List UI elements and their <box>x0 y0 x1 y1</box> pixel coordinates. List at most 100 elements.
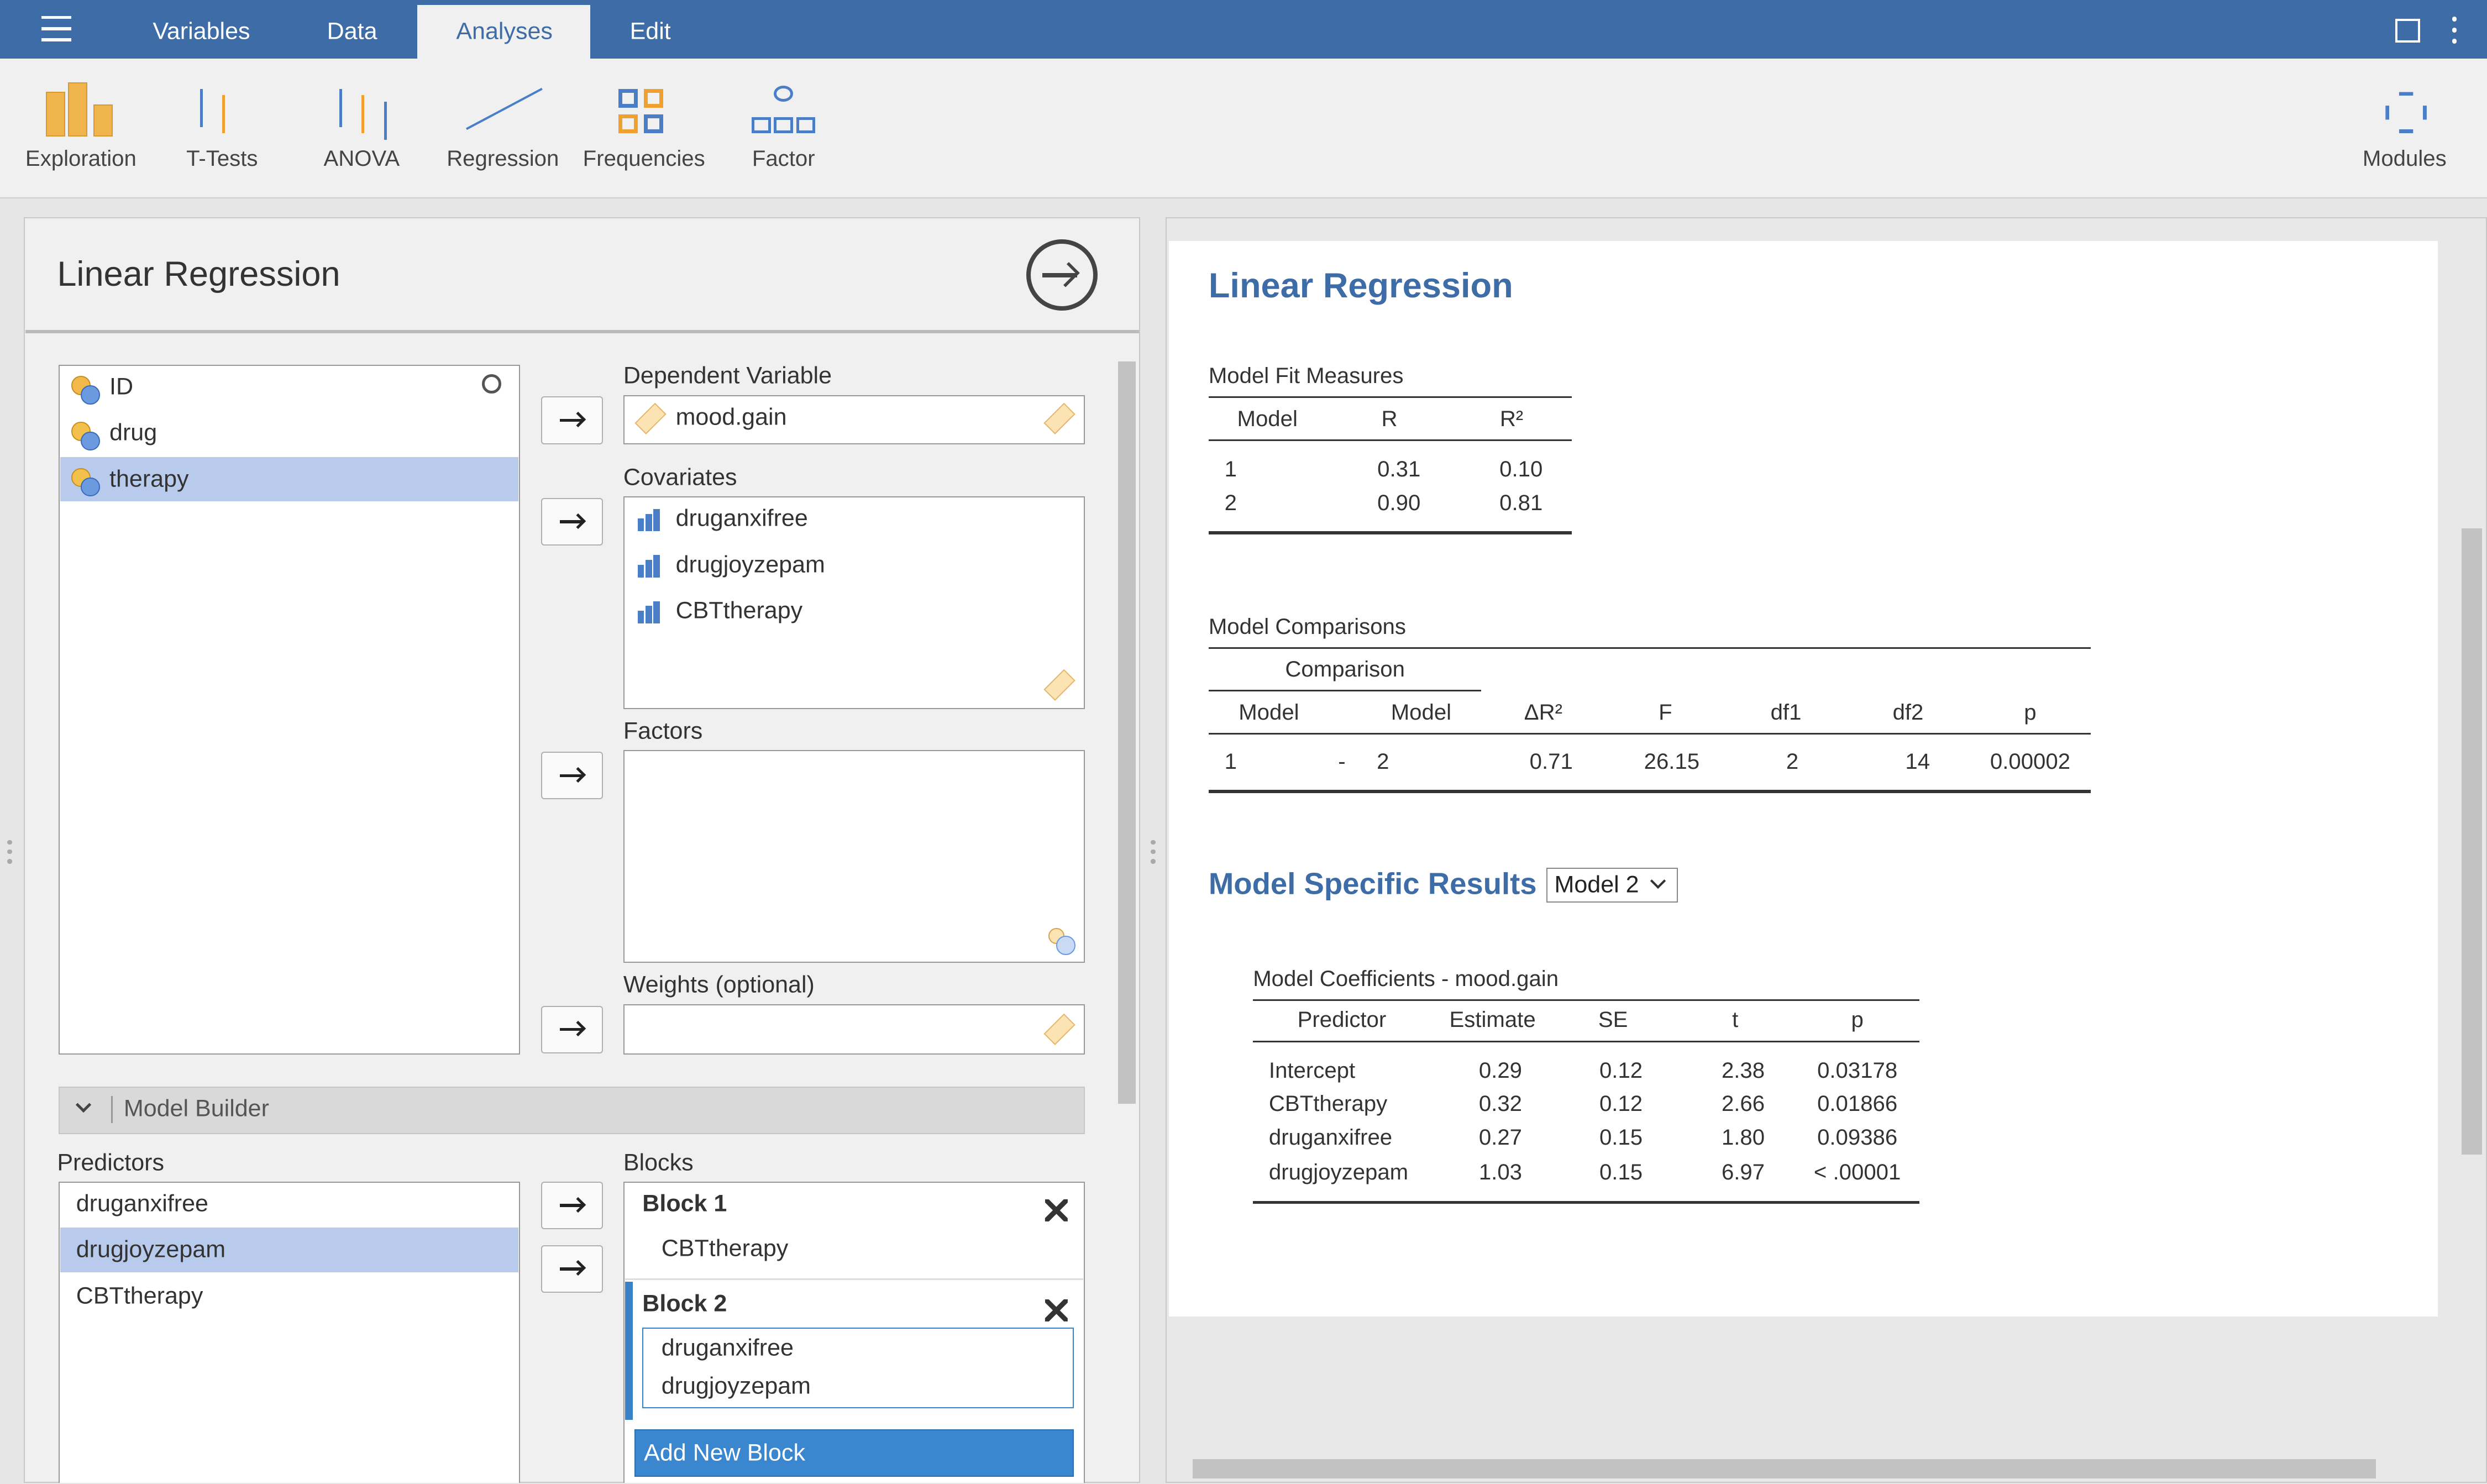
toolbar-label[interactable]: T-Tests <box>186 145 258 171</box>
table-rule <box>1253 1040 1919 1042</box>
arrow-glyph <box>560 1204 583 1207</box>
icon-node <box>752 117 771 134</box>
continuous-icon <box>637 518 644 532</box>
table-cell: 0.12 <box>1599 1091 1643 1116</box>
block-term[interactable]: drugjoyzepam <box>661 1372 811 1399</box>
toolbar-label[interactable]: Frequencies <box>583 145 705 171</box>
toolbar-label[interactable]: Regression <box>447 145 559 171</box>
table-rule <box>1253 999 1919 1001</box>
toolbar-icon[interactable] <box>609 82 679 137</box>
section-title[interactable]: Model Builder <box>123 1095 269 1122</box>
predictor-name[interactable]: drugjoyzepam <box>76 1236 226 1263</box>
table-rule <box>1208 647 2091 649</box>
arrow-glyph <box>560 1027 583 1031</box>
continuous-icon <box>646 560 652 578</box>
column-header: Model <box>1239 699 1299 725</box>
arrow-button[interactable] <box>541 396 603 444</box>
table-cell: < .00001 <box>1813 1159 1901 1184</box>
scroll-thumb-h[interactable] <box>1193 1459 2376 1478</box>
predictor-name[interactable]: CBTtherapy <box>76 1282 203 1309</box>
toolbar-icon[interactable] <box>327 82 396 140</box>
field-label: Covariates <box>623 464 737 491</box>
assigned-variable[interactable]: druganxifree <box>675 505 808 532</box>
table-cell: Intercept <box>1268 1058 1356 1083</box>
menu-tab[interactable]: Data <box>327 18 377 45</box>
add-block-button[interactable] <box>634 1429 1074 1477</box>
block-term[interactable]: CBTtherapy <box>661 1235 789 1262</box>
toolbar-icon[interactable] <box>46 82 116 137</box>
table-cell: 0.27 <box>1478 1124 1522 1150</box>
assigned-variable[interactable]: CBTtherapy <box>675 597 803 624</box>
icon-square <box>644 88 663 108</box>
field-label: Weights (optional) <box>623 971 815 998</box>
icon-bar <box>68 82 87 137</box>
splitter-dot <box>1151 849 1156 854</box>
column-header: R <box>1381 406 1398 431</box>
table-cell: 0.10 <box>1499 457 1543 482</box>
icon-bar <box>46 92 65 137</box>
block-terms-box <box>642 1328 1074 1409</box>
remove-block[interactable] <box>1045 1199 1068 1221</box>
menu-tab[interactable]: Analyses <box>456 18 553 45</box>
arrow-button[interactable] <box>541 1245 603 1293</box>
block-term[interactable]: druganxifree <box>661 1334 794 1361</box>
button-label[interactable]: Add New Block <box>644 1439 805 1466</box>
collapse-header[interactable] <box>59 1086 1085 1134</box>
menu-bar <box>0 0 2487 59</box>
variable-name[interactable]: ID <box>109 373 134 400</box>
run-button[interactable] <box>1026 239 1098 311</box>
table-cell: druganxifree <box>1268 1124 1393 1150</box>
mode-button[interactable] <box>2395 19 2421 43</box>
column-header: t <box>1732 1007 1739 1032</box>
assigned-variable[interactable]: mood.gain <box>675 403 787 431</box>
table-rule <box>1208 439 1572 441</box>
arrow-glyph <box>560 418 583 422</box>
table-cell: 0.32 <box>1478 1091 1522 1116</box>
variable-name[interactable]: drug <box>109 419 158 446</box>
predictor-name[interactable]: druganxifree <box>76 1190 208 1217</box>
toolbar-icon[interactable] <box>466 82 543 137</box>
table-cell: 2 <box>1224 490 1237 515</box>
modules-icon[interactable] <box>2385 92 2427 134</box>
toolbar-icon[interactable] <box>749 82 818 137</box>
table-rule <box>1253 1200 1919 1204</box>
menu-tab[interactable]: Variables <box>153 18 250 45</box>
arrow-glyph <box>560 1267 583 1271</box>
continuous-icon <box>646 606 652 623</box>
scroll-thumb[interactable] <box>1118 361 1136 1104</box>
selected-row[interactable] <box>60 457 519 501</box>
table-cell: 1 <box>1224 457 1237 482</box>
icon-line <box>466 88 543 130</box>
assigned-variable[interactable]: drugjoyzepam <box>675 551 825 578</box>
field-label: Blocks <box>623 1149 694 1176</box>
hamburger-line <box>41 15 72 19</box>
toolbar-label[interactable]: Factor <box>752 145 815 171</box>
menu-tab[interactable]: Edit <box>629 18 671 45</box>
toolbar-label[interactable]: Modules <box>2362 145 2447 171</box>
table-title: Model Comparisons <box>1208 613 1406 639</box>
arrow-glyph <box>560 774 583 778</box>
table-cell: 0.90 <box>1377 490 1421 515</box>
scroll-thumb[interactable] <box>2462 528 2483 1155</box>
select-value[interactable]: Model 2 <box>1554 871 1639 898</box>
column-header: Model <box>1391 699 1452 725</box>
model-select[interactable] <box>1546 867 1678 903</box>
continuous-icon <box>653 601 660 623</box>
icon-square <box>618 88 638 108</box>
toolbar-label[interactable]: Exploration <box>25 145 137 171</box>
selected-row[interactable] <box>60 1228 519 1272</box>
table-cell: 0.15 <box>1599 1124 1643 1150</box>
toolbar-icon[interactable] <box>187 82 257 137</box>
icon-node <box>796 117 816 134</box>
table-cell: 0.71 <box>1529 748 1573 774</box>
splitter-dot <box>1151 840 1156 845</box>
variable-name[interactable]: therapy <box>109 465 189 492</box>
active-tab <box>417 4 590 59</box>
continuous-icon <box>653 509 660 532</box>
remove-block[interactable] <box>1045 1299 1068 1322</box>
covariates-box <box>623 496 1085 709</box>
toolbar-label[interactable]: ANOVA <box>323 145 400 171</box>
table-cell: 0.01866 <box>1817 1091 1898 1116</box>
continuous-icon <box>653 555 660 578</box>
